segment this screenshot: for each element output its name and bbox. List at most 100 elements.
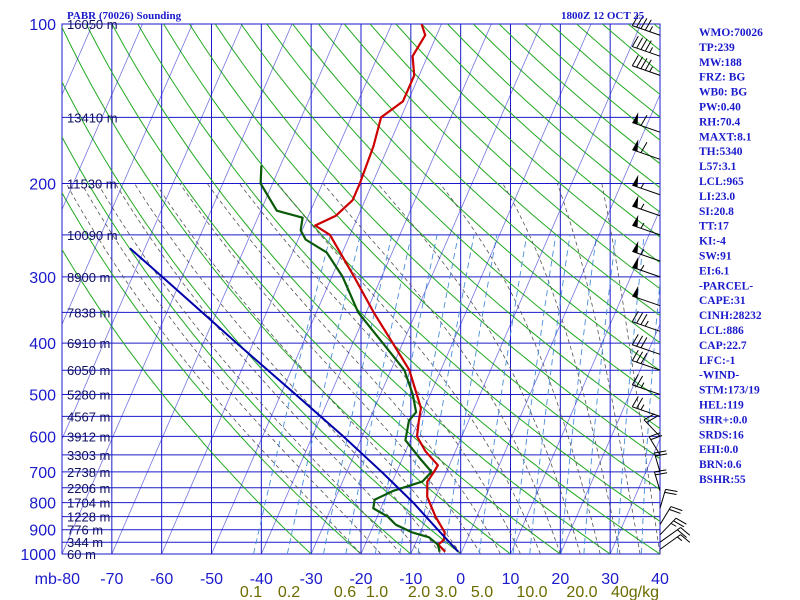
index-item: CAP:22.7	[699, 340, 747, 352]
dry-adiabat	[421, 24, 660, 238]
index-item: SHR+:0.0	[699, 414, 748, 426]
index-item: TP:239	[699, 42, 735, 54]
barb-full	[631, 374, 639, 386]
barb-full	[640, 17, 648, 29]
dry-adiabat	[62, 248, 312, 554]
chart-subtitle: 1800Z 12 OCT 25	[561, 10, 645, 22]
barb-full	[636, 56, 644, 68]
pressure-tick-label: 1000	[20, 547, 56, 564]
barb-half	[640, 382, 645, 389]
dry-adiabat	[395, 24, 660, 264]
dry-adiabat	[266, 24, 660, 400]
dry-adiabat	[498, 24, 660, 165]
index-item: SI:20.8	[699, 206, 734, 218]
temperature-tick-label: -20	[349, 571, 372, 588]
mixing-ratio-line	[529, 234, 571, 554]
barb-full	[644, 19, 652, 31]
isotherm-line	[111, 24, 343, 554]
barb-full	[631, 14, 639, 26]
barb-full	[636, 397, 644, 409]
barb-half	[640, 222, 645, 229]
barb-full	[644, 40, 652, 52]
index-item: FRZ: BG	[699, 72, 745, 84]
barb-full	[654, 450, 667, 454]
wind-barb	[659, 527, 691, 543]
index-item: EHI:0.0	[699, 444, 739, 456]
barb-full	[644, 59, 652, 71]
wind-barb	[632, 139, 661, 160]
index-item: KI:-4	[699, 236, 726, 248]
index-item: CAPE:31	[699, 295, 746, 307]
isotherm-line	[609, 438, 660, 554]
wind-barb	[631, 334, 661, 355]
temperature-tick-label: 20	[551, 571, 569, 588]
mixing-ratio-line	[399, 234, 459, 554]
moist-adiabat	[155, 183, 462, 554]
index-item: EI:6.1	[699, 265, 730, 277]
height-label: 13410 m	[67, 110, 118, 125]
barb-half	[640, 404, 645, 411]
dry-adiabat	[524, 24, 660, 141]
dry-adiabat	[137, 24, 660, 554]
height-label: 10090 m	[67, 228, 118, 243]
index-item: LCL:886	[699, 325, 744, 337]
barb-pennant	[632, 241, 639, 254]
pressure-tick-label: 100	[29, 17, 56, 34]
dry-adiabat	[214, 24, 660, 460]
wind-barb	[631, 35, 661, 57]
index-item: BSHR:55	[699, 474, 746, 486]
wind-barb	[631, 311, 661, 332]
index-item: RH:70.4	[699, 116, 740, 128]
barb-full	[640, 114, 648, 126]
temperature-tick-label: 10	[502, 571, 520, 588]
barb-full	[636, 37, 644, 49]
index-item: L57:3.1	[699, 161, 737, 173]
barb-full	[640, 38, 648, 50]
wind-barb	[653, 469, 668, 491]
moist-adiabat	[502, 183, 621, 554]
barb-full	[631, 349, 639, 361]
barb-full	[640, 352, 648, 364]
barb-staff	[659, 489, 667, 509]
barb-half	[649, 66, 654, 73]
dry-adiabat	[292, 24, 660, 372]
mixing-ratio-label: 20.0	[566, 584, 597, 600]
barb-staff	[659, 517, 677, 536]
mixing-ratio-line	[417, 234, 475, 554]
barb-pennant	[632, 256, 639, 270]
dry-adiabat	[163, 24, 660, 522]
moist-adiabat	[134, 183, 442, 554]
mixing-ratio-label: 3.0	[435, 584, 457, 600]
barb-full	[648, 432, 661, 438]
wind-barb	[632, 285, 661, 307]
barb-half	[640, 203, 645, 210]
dry-adiabat	[62, 191, 362, 554]
dry-adiabat	[62, 80, 462, 554]
mixing-ratio-label: 0.2	[278, 584, 300, 600]
barb-pennant	[632, 139, 639, 152]
dry-adiabat	[85, 24, 561, 554]
temperature-tick-label: -30	[300, 571, 323, 588]
moist-adiabat	[439, 183, 601, 554]
moist-adiabat	[97, 183, 402, 554]
temperature-tick-label: -70	[100, 571, 123, 588]
mixing-ratio-line	[286, 234, 361, 554]
mixing-ratio-line	[345, 234, 412, 554]
dry-adiabat	[111, 24, 611, 554]
barb-half	[644, 320, 649, 327]
barb-pennant	[632, 285, 639, 299]
height-label: 8900 m	[67, 270, 110, 285]
dry-adiabat	[240, 24, 660, 430]
isotherm-line	[360, 24, 592, 554]
temperature-tick-label: -10	[399, 571, 422, 588]
barb-full	[680, 527, 691, 536]
mixing-ratio-label: 1.0	[366, 584, 388, 600]
chart-title: PABR (70026) Sounding	[67, 10, 182, 22]
temperature-tick-label: mb-80	[35, 571, 80, 588]
mixing-ratio-line	[640, 277, 660, 554]
mixing-ratio-line	[443, 234, 498, 554]
wind-barb	[631, 349, 661, 371]
moist-adiabat	[239, 183, 521, 554]
barb-full	[670, 506, 683, 512]
temperature-tick-label: -50	[200, 571, 223, 588]
